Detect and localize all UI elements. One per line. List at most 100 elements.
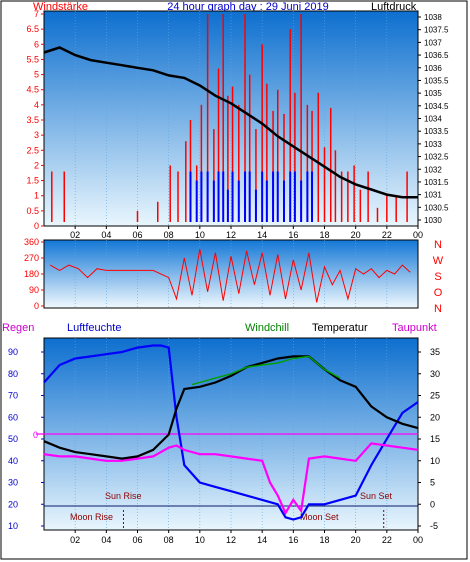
time-tick-label: 20: [351, 535, 361, 545]
pressure-line: [43, 46, 418, 199]
time-tick-label: 06: [132, 535, 142, 545]
humidity-tick-label: 40: [8, 456, 18, 466]
time-tick-label: 16: [288, 230, 298, 240]
time-axis-panel3: 02 04 06 08 10 12 14 16 18 20 22 00: [70, 530, 423, 545]
time-tick-label: 12: [226, 230, 236, 240]
wind-direction-grid: [74, 240, 388, 308]
time-tick-label: 08: [164, 535, 174, 545]
humidity-tick-label: 10: [8, 521, 18, 531]
moon-set-label: Moon Set: [300, 512, 339, 522]
pressure-tick-label: 1034.5: [424, 102, 449, 111]
humidity-tick-label: 80: [8, 369, 18, 379]
temperature-tick-label: 5: [430, 478, 435, 488]
moon-rise-label: Moon Rise: [70, 512, 113, 522]
humidity-tick-label: 30: [8, 478, 18, 488]
time-axis-panel1: 02 04 06 08 10 12 14 16 18 20 22 00: [70, 226, 423, 240]
pressure-tick-label: 1036.5: [424, 51, 449, 60]
wind-average-series: [189, 171, 314, 222]
time-tick-label: 00: [413, 230, 423, 240]
time-tick-label: 02: [70, 230, 80, 240]
compass-label: O: [434, 287, 443, 299]
direction-degree-ticks: 0 90 180 270 360: [24, 237, 44, 311]
wind-tick-label: 1.5: [26, 176, 39, 186]
temperature-tick-label: 25: [430, 391, 440, 401]
time-tick-label: 00: [413, 535, 423, 545]
dewpoint-line: [43, 442, 419, 516]
pressure-tick-label: 1030: [424, 216, 442, 225]
compass-label: N: [434, 239, 442, 251]
legend-rain: Regen: [2, 322, 34, 334]
pressure-tick-label: 1033.5: [424, 127, 449, 136]
wind-tick-label: 3.5: [26, 115, 39, 125]
humidity-tick-label: 50: [8, 434, 18, 444]
compass-label: S: [434, 271, 441, 283]
pressure-tick-label: 1030.5: [424, 203, 449, 212]
humidity-tick-label: 70: [8, 391, 18, 401]
humidity-tick-label: 60: [8, 412, 18, 422]
time-tick-label: 10: [195, 230, 205, 240]
wind-tick-label: 4: [34, 100, 39, 110]
temperature-tick-label: -5: [430, 521, 438, 531]
humidity-axis-ticks: 10 20 30 40 50 60 70 80 90: [8, 347, 44, 531]
time-tick-label: 22: [382, 535, 392, 545]
time-tick-label: 10: [195, 535, 205, 545]
wind-tick-label: 0: [34, 221, 39, 231]
time-tick-label: 14: [257, 535, 267, 545]
humidity-tick-label: 20: [8, 499, 18, 509]
pressure-axis-ticks: 1030 1030.5 1031 1031.5 1032 1032.5 1033 1033.5…: [418, 13, 449, 225]
time-tick-label: 04: [101, 535, 111, 545]
rain-value: 0: [33, 430, 38, 440]
time-tick-label: 18: [319, 535, 329, 545]
temperature-tick-label: 15: [430, 434, 440, 444]
graph-title: 24 hour graph day : 29 Juni 2019: [167, 1, 328, 13]
pressure-tick-label: 1031: [424, 191, 442, 200]
direction-tick-label: 180: [24, 269, 39, 279]
time-tick-label: 14: [257, 230, 267, 240]
time-tick-label: 18: [319, 230, 329, 240]
compass-label: N: [434, 303, 442, 315]
sun-rise-label: Sun Rise: [105, 491, 142, 501]
time-tick-label: 06: [132, 230, 142, 240]
humidity-line: [43, 344, 419, 521]
time-tick-label: 20: [351, 230, 361, 240]
wind-pressure-plot-area: [43, 10, 419, 227]
legend-windchill: Windchill: [245, 322, 289, 334]
time-tick-label: 08: [164, 230, 174, 240]
pressure-tick-label: 1031.5: [424, 178, 449, 187]
direction-tick-label: 270: [24, 253, 39, 263]
pressure-tick-label: 1033: [424, 140, 442, 149]
wind-tick-label: 3: [34, 130, 39, 140]
temperature-axis-ticks: -5 0 5 10 15 20 25 30 35: [418, 347, 440, 531]
time-tick-label: 22: [382, 230, 392, 240]
pressure-tick-label: 1034: [424, 115, 442, 124]
pressure-axis-title: Luftdruck: [371, 1, 417, 13]
direction-tick-label: 360: [24, 237, 39, 247]
wind-tick-label: 2.5: [26, 145, 39, 155]
temperature-tick-label: 10: [430, 456, 440, 466]
wind-axis-ticks: 0 0.5 1 1.5 2 2.5 3 3.5 4 4.5 5 5.5 6 6.5 7: [26, 9, 44, 231]
wind-tick-label: 0.5: [26, 206, 39, 216]
wind-tick-label: 7: [34, 9, 39, 19]
compass-label: W: [433, 255, 444, 267]
time-tick-label: 16: [288, 535, 298, 545]
wind-tick-label: 2: [34, 160, 39, 170]
pressure-tick-label: 1032: [424, 165, 442, 174]
time-tick-label: 12: [226, 535, 236, 545]
humidity-tick-label: 90: [8, 347, 18, 357]
temperature-tick-label: 35: [430, 347, 440, 357]
wind-axis-title: Windstärke: [33, 1, 88, 13]
windchill-line: [191, 355, 341, 386]
temperature-line: [43, 355, 419, 460]
time-tick-label: 04: [101, 230, 111, 240]
wind-tick-label: 5: [34, 70, 39, 80]
temperature-tick-label: 30: [430, 369, 440, 379]
wind-tick-label: 6.5: [26, 24, 39, 34]
wind-tick-label: 6: [34, 39, 39, 49]
direction-tick-label: 0: [34, 301, 39, 311]
wind-tick-label: 4.5: [26, 85, 39, 95]
pressure-tick-label: 1037: [424, 38, 442, 47]
legend-temperature: Temperatur: [312, 322, 368, 334]
pressure-tick-label: 1032.5: [424, 153, 449, 162]
